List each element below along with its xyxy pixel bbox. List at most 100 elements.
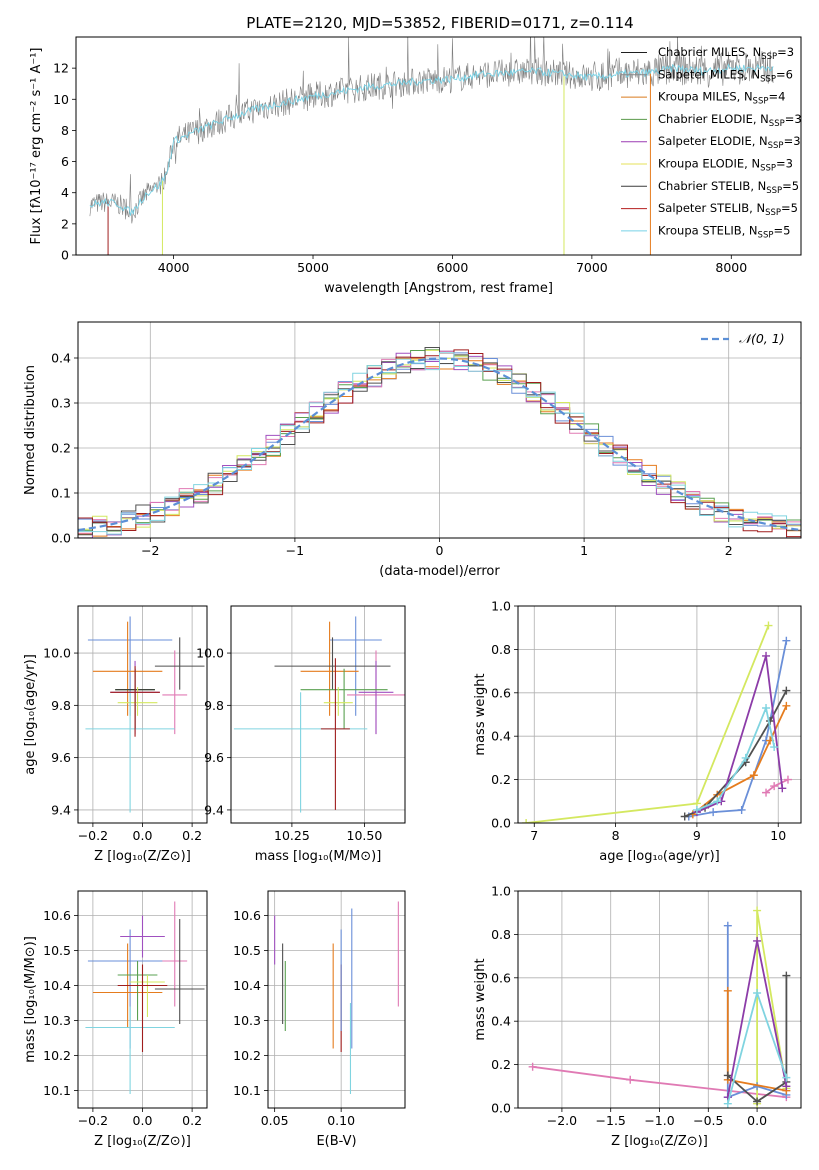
axes-frame (230, 605, 406, 824)
y-tick-label: 10.6 (43, 908, 71, 923)
x-tick-label: 5000 (297, 260, 329, 275)
y-tick-label: 0.2 (491, 772, 511, 787)
panel-residuals: −2 −1 0 1 2 0.0 0.1 0.2 0.3 0.4 (data-model)/error… (23, 321, 802, 579)
x-tick-label: 0.10 (327, 1113, 355, 1128)
weight-point-marker (783, 775, 792, 784)
x-tick-label: 10.50 (347, 828, 383, 843)
y-tick-label: 10.4 (233, 978, 261, 993)
residual-histogram (78, 347, 801, 538)
x-tick-label: 2 (725, 543, 733, 558)
y-tick-label: 9.4 (204, 802, 224, 817)
y-tick-label: 0.8 (491, 927, 511, 942)
figure-title: PLATE=2120, MJD=53852, FIBERID=0171, z=0… (246, 14, 633, 32)
x-tick-label: −1.0 (644, 1113, 674, 1128)
y-tick-label: 10.4 (43, 978, 71, 993)
x-tick-label: 8 (612, 828, 620, 843)
y-tick-label: 1.0 (491, 599, 511, 614)
y-tick-label: 6 (61, 154, 69, 169)
residual-histogram (78, 352, 801, 538)
x-axis-label: Z [log₁₀(Z/Z⊙)] (94, 849, 191, 864)
weight-point-marker (723, 986, 732, 995)
y-tick-label: 9.8 (204, 698, 224, 713)
legend-entry: Kroupa MILES, NSSP=4 (658, 90, 785, 107)
plot-area (518, 606, 801, 823)
y-tick-label: 0.6 (491, 685, 511, 700)
axes-frame (267, 890, 406, 1109)
weight-point-marker (762, 788, 771, 797)
normal-curve (78, 357, 801, 532)
model-spectrum (89, 63, 774, 216)
y-tick-label: 9.4 (51, 802, 71, 817)
weight-point-marker (528, 1062, 537, 1071)
weight-point-marker (762, 703, 771, 712)
weight-point-marker (782, 971, 791, 980)
legend-entry: Chabrier MILES, NSSP=3 (658, 45, 794, 62)
axes-frame (517, 890, 802, 1109)
y-tick-label: 4 (61, 185, 69, 200)
axes-frame (77, 605, 208, 824)
y-tick-label: 0.2 (491, 1057, 511, 1072)
weight-point-marker (782, 1073, 791, 1082)
y-tick-label: 0.4 (491, 729, 511, 744)
weight-point-marker (753, 988, 762, 997)
weight-point-marker (692, 805, 701, 814)
weight-point-marker (764, 621, 773, 630)
x-tick-label: −0.2 (78, 1113, 108, 1128)
axes-frame (517, 605, 802, 824)
weight-point-marker (741, 753, 750, 762)
x-tick-label: 8000 (715, 260, 747, 275)
x-tick-label: 0.0 (133, 828, 153, 843)
plot-area (231, 606, 405, 823)
y-tick-label: 0.4 (491, 1014, 511, 1029)
legend-entry: 𝒩(0, 1) (739, 331, 785, 346)
y-tick-label: 2 (61, 216, 69, 231)
x-tick-label: −0.2 (78, 828, 108, 843)
y-axis-label: Flux [fλ10⁻¹⁷ erg cm⁻² s⁻¹ A⁻¹] (29, 48, 44, 245)
y-axis-label: mass weight (473, 958, 488, 1040)
legend-entry: Salpeter ELODIE, NSSP=3 (658, 134, 801, 151)
x-tick-label: 0 (436, 543, 444, 558)
weight-point-marker (723, 921, 732, 930)
weight-point-marker (770, 743, 779, 752)
x-axis-label: Z [log₁₀(Z/Z⊙)] (611, 1134, 708, 1149)
weight-point-marker (723, 1099, 732, 1108)
y-tick-label: 0.0 (51, 531, 71, 546)
weight-point-marker (626, 1075, 635, 1084)
x-axis-label: mass [log₁₀(M/M⊙)] (255, 849, 382, 864)
plot-area (89, 37, 774, 255)
weight-series-line (727, 975, 788, 1103)
y-tick-label: 0.6 (491, 970, 511, 985)
x-axis-label: wavelength [Angstrom, rest frame] (324, 281, 553, 296)
plot-area (518, 891, 801, 1108)
weight-point-marker (782, 636, 791, 645)
x-tick-label: 6000 (437, 260, 469, 275)
weight-point-marker (522, 819, 531, 823)
y-tick-label: 0.2 (51, 441, 71, 456)
x-tick-label: −2.0 (547, 1113, 577, 1128)
x-tick-label: 0.05 (261, 1113, 289, 1128)
x-tick-label: −1.5 (596, 1113, 626, 1128)
panel-weight_vs_age: 7 8 9 10 0.0 0.2 0.4 0.6 0.8 1.0 age [log₁₀(age/yr… (473, 599, 802, 864)
x-tick-label: 1 (580, 543, 588, 558)
y-tick-label: 10.5 (43, 943, 71, 958)
x-tick-label: −2 (141, 543, 159, 558)
y-tick-label: 0.8 (491, 642, 511, 657)
y-axis-label: mass [log₁₀(M/M⊙)] (23, 936, 38, 1063)
weight-point-marker (713, 797, 722, 806)
y-tick-label: 10.1 (233, 1083, 261, 1098)
panel-spectrum: 4000 5000 6000 7000 8000 0 2 4 6 8 10 12 wavelength … (29, 36, 802, 296)
y-tick-label: 10.2 (43, 1048, 71, 1063)
y-tick-label: 9.6 (51, 750, 71, 765)
x-tick-label: −1 (286, 543, 304, 558)
weight-point-marker (778, 784, 787, 793)
weight-point-marker (770, 782, 779, 791)
legend-entry: Salpeter STELIB, NSSP=5 (658, 201, 798, 218)
weight-point-marker (762, 651, 771, 660)
y-tick-label: 10.3 (233, 1013, 261, 1028)
weight-point-marker (753, 936, 762, 945)
panel-weight_vs_Z: −2.0 −1.5 −1.0 −0.5 0.0 0.0 0.2 0.4 0.6 0.8 1.0 Z [… (473, 884, 802, 1149)
x-tick-label: 0.2 (182, 1113, 202, 1128)
legend-entry: Kroupa STELIB, NSSP=5 (658, 223, 790, 240)
x-tick-label: 0.0 (133, 1113, 153, 1128)
